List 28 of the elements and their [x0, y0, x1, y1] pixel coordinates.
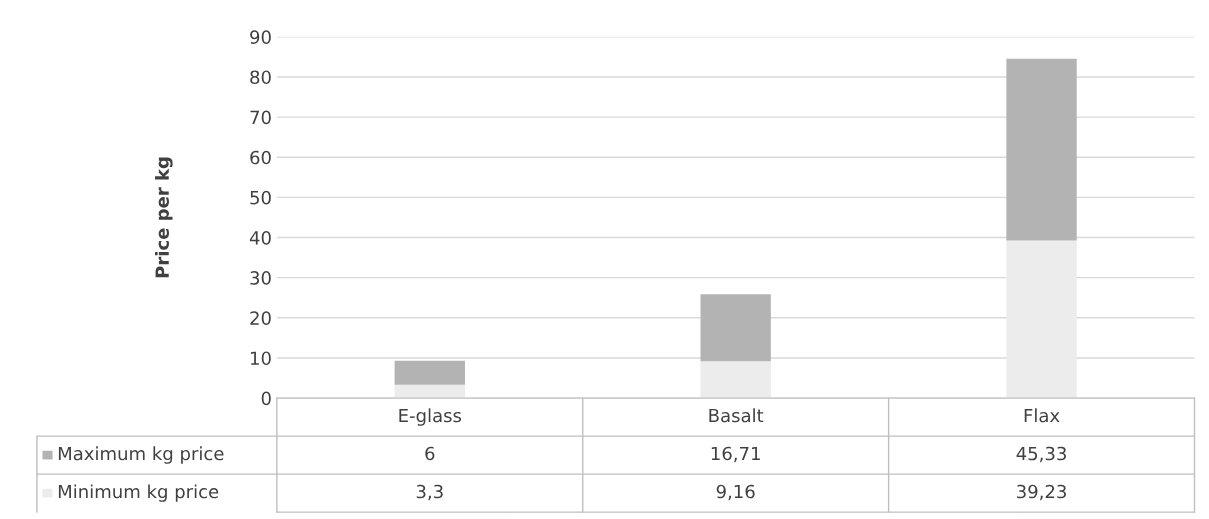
legend-label: Maximum kg price [58, 446, 224, 464]
y-tick-label: 30 [250, 271, 271, 285]
y-tick-label: 80 [250, 70, 271, 85]
y-tick-label: 40 [249, 230, 271, 245]
data-label: 3,3 [416, 484, 443, 501]
y-tick-label: 0 [261, 391, 271, 406]
y-tick-label: 10 [251, 351, 271, 366]
data-label: 39,23 [1017, 484, 1066, 501]
bar [700, 294, 771, 362]
bar [700, 361, 771, 399]
y-tick-label: 50 [250, 190, 271, 205]
x-tick-label: E-glass [399, 408, 462, 426]
data-label: 16,71 [711, 446, 760, 463]
bar [394, 360, 465, 385]
data-label: 6 [425, 446, 435, 461]
x-tick-label: Flax [1024, 408, 1060, 423]
y-tick-label: 60 [250, 150, 271, 165]
y-tick-label: 20 [250, 311, 271, 325]
bar [1006, 58, 1077, 241]
y-axis-title: Price per kg [155, 157, 173, 278]
data-label: 9,16 [716, 484, 755, 501]
bar [1006, 240, 1077, 399]
y-tick-label: 90 [250, 30, 271, 44]
bar [394, 384, 465, 399]
data-label: 45,33 [1016, 446, 1066, 463]
legend-label: Minimum kg price [58, 484, 219, 502]
y-tick-label: 70 [250, 110, 271, 125]
x-tick-label: Basalt [709, 408, 764, 423]
